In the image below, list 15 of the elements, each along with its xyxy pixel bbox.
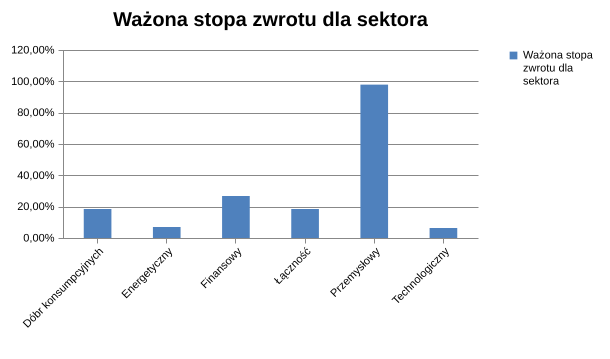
bar [291,209,319,238]
y-tick-label: 100,00% [11,76,55,88]
y-tick-label: 80,00% [17,107,55,120]
chart-title: Ważona stopa zwrotu dla sektora [113,9,429,31]
legend-label: Ważona stopa zwrotu dla sektora [523,50,594,88]
bar [360,84,388,238]
bar [222,196,250,238]
y-tick-label: 120,00% [11,44,55,56]
bar [84,209,112,238]
y-tick-label: 20,00% [17,201,55,214]
y-tick-label: 0,00% [23,232,55,244]
bar [430,228,458,238]
y-tick-label: 40,00% [17,170,55,182]
bar [152,227,181,238]
y-tick-label: 60,00% [17,138,55,150]
